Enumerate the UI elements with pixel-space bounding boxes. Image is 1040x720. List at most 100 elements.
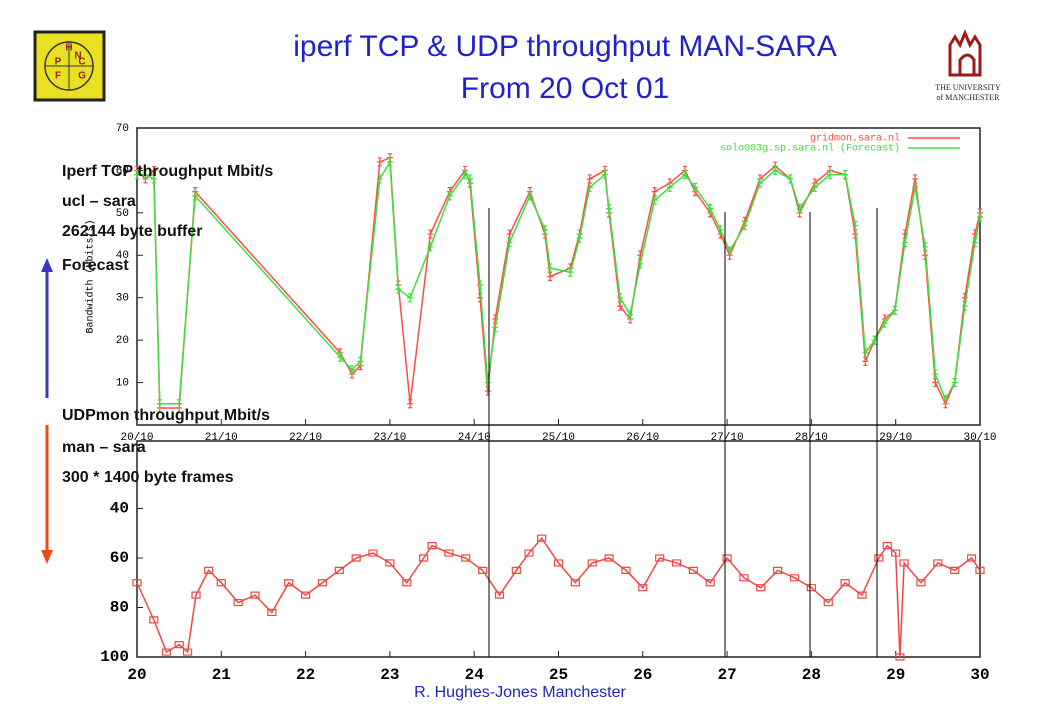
x-tick-label: 29/10 [879, 432, 912, 444]
data-point [192, 191, 199, 201]
data-point [461, 170, 468, 180]
data-point [901, 237, 908, 248]
data-point [789, 574, 800, 582]
data-point [961, 301, 968, 311]
data-point [862, 356, 869, 366]
data-point [895, 653, 905, 661]
x-tick-label: 23/10 [373, 432, 406, 444]
annotation: ucl – sara [62, 193, 136, 210]
data-point [891, 549, 901, 557]
y-tick-label: 50 [116, 208, 129, 220]
data-point [524, 549, 534, 557]
x-tick-label: 21/10 [205, 432, 238, 444]
data-point [191, 591, 201, 599]
data-point [627, 310, 634, 320]
data-point [874, 554, 884, 562]
data-point [862, 348, 869, 358]
logo-letter: G [78, 71, 86, 82]
y-tick-label: 70 [116, 123, 129, 135]
data-point [681, 170, 688, 180]
annotation: Iperf TCP throughput Mbit/s [62, 163, 273, 180]
slide-subtitle: From 20 Oct 01 [461, 72, 669, 105]
data-point [773, 566, 783, 574]
data-point [756, 178, 763, 188]
overlay-lines [488, 208, 878, 657]
manchester-logo: THE UNIVERSITY of MANCHESTER [935, 29, 1001, 102]
y-tick-label: 30 [116, 293, 129, 305]
x-tick-label: 23 [380, 666, 399, 684]
data-point [348, 365, 355, 375]
data-point [916, 579, 926, 587]
data-point [542, 225, 549, 235]
y-tick-label: 60 [110, 549, 129, 567]
logo-arch [958, 53, 976, 75]
data-point [511, 566, 521, 574]
data-point [351, 554, 361, 562]
data-point [741, 220, 748, 231]
x-tick-label: 27/10 [711, 432, 744, 444]
data-point [950, 566, 960, 574]
data-point [852, 220, 859, 231]
data-point [621, 566, 631, 574]
data-point [881, 318, 888, 328]
data-point [811, 182, 818, 192]
data-point [891, 305, 898, 316]
data-point [395, 284, 402, 294]
data-point [787, 174, 794, 184]
data-point [692, 182, 699, 192]
hepnp-logo: H N P C F G [33, 30, 106, 102]
data-point [932, 377, 939, 388]
data-point [601, 170, 608, 180]
data-point [484, 386, 491, 396]
logo-letter: P [55, 57, 62, 68]
data-point [882, 542, 892, 550]
data-point [204, 566, 214, 574]
data-point [586, 182, 593, 192]
x-tick-label: 26 [633, 666, 652, 684]
data-point [570, 579, 580, 587]
data-point [739, 574, 749, 582]
x-tick-label: 28/10 [795, 432, 828, 444]
arrow-head [41, 258, 53, 272]
data-point [461, 554, 471, 562]
data-point [386, 157, 393, 167]
x-tick-label: 24/10 [458, 432, 491, 444]
data-point [477, 293, 484, 303]
x-tick-label: 29 [886, 666, 905, 684]
data-point [842, 170, 849, 180]
annotation: 262144 byte buffer [62, 223, 203, 240]
legend-label: solo003g.sp.sara.nl (Forecast) [720, 143, 900, 155]
data-point [526, 191, 533, 201]
arrow-head [41, 550, 53, 564]
x-tick-label: 25/10 [542, 432, 575, 444]
data-point [547, 263, 554, 273]
data-point [446, 191, 453, 201]
data-point [547, 271, 554, 282]
data-point [301, 591, 311, 599]
y-tick-label: 40 [116, 250, 129, 262]
data-point [407, 293, 414, 303]
data-point [638, 584, 648, 592]
data-point [216, 579, 226, 587]
data-point [726, 246, 733, 256]
data-point [932, 369, 939, 379]
data-point [376, 157, 383, 167]
x-tick-label: 20 [127, 666, 146, 684]
data-point [617, 301, 624, 311]
data-point [368, 549, 378, 557]
data-point [796, 204, 803, 214]
annotation: UDPmon throughput Mbit/s [62, 407, 270, 424]
data-point [871, 335, 878, 345]
data-point [671, 559, 682, 567]
logo-letter: F [55, 71, 61, 82]
data-point [922, 242, 929, 252]
logo-text: of MANCHESTER [937, 93, 1001, 102]
data-point [705, 579, 715, 587]
data-point [284, 579, 294, 587]
annotations: Iperf TCP throughput Mbit/s ucl – sara 262… [62, 163, 273, 486]
logo-letter: C [78, 57, 85, 68]
data-point [161, 648, 172, 656]
slide-title: iperf TCP & UDP throughput MAN-SARA [293, 30, 837, 63]
